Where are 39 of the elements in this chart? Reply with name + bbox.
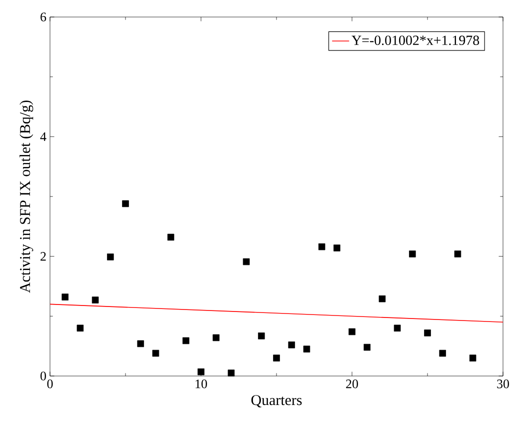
x-tick-label: 20 bbox=[346, 380, 358, 388]
point bbox=[62, 294, 68, 300]
x-tick-label: 0 bbox=[47, 380, 53, 388]
point bbox=[454, 250, 462, 258]
point bbox=[394, 324, 401, 332]
y-tick-label: 6 bbox=[40, 12, 46, 22]
point bbox=[439, 350, 446, 357]
point bbox=[273, 354, 280, 362]
point bbox=[303, 346, 310, 352]
point bbox=[107, 254, 114, 260]
point bbox=[242, 258, 250, 266]
point bbox=[212, 334, 220, 342]
point bbox=[167, 234, 174, 241]
point bbox=[76, 324, 84, 332]
point bbox=[364, 344, 370, 351]
y-tick-label: 2 bbox=[40, 252, 46, 261]
x-tick-label: 30 bbox=[497, 380, 509, 388]
point bbox=[318, 243, 326, 250]
point bbox=[334, 244, 340, 252]
point bbox=[152, 350, 160, 357]
point bbox=[378, 295, 386, 302]
y-tick-label: 0 bbox=[40, 372, 46, 380]
y-axis-title: Activity in SFP IX outlet (Bq/g) bbox=[20, 100, 34, 293]
point bbox=[182, 337, 190, 344]
point bbox=[348, 328, 356, 336]
point bbox=[258, 332, 265, 340]
point bbox=[469, 354, 476, 362]
x-tick-label: 10 bbox=[196, 380, 207, 388]
point bbox=[122, 200, 129, 208]
legend-label: Y=-0.01002*x+1.1978 bbox=[352, 36, 480, 46]
point bbox=[137, 340, 144, 348]
x-axis-title: Quarters bbox=[251, 395, 302, 408]
point bbox=[409, 250, 416, 258]
point bbox=[198, 368, 204, 376]
point bbox=[424, 330, 431, 336]
y-tick-label: 4 bbox=[40, 132, 46, 141]
point bbox=[288, 342, 295, 348]
point bbox=[92, 296, 99, 304]
point bbox=[228, 370, 235, 376]
